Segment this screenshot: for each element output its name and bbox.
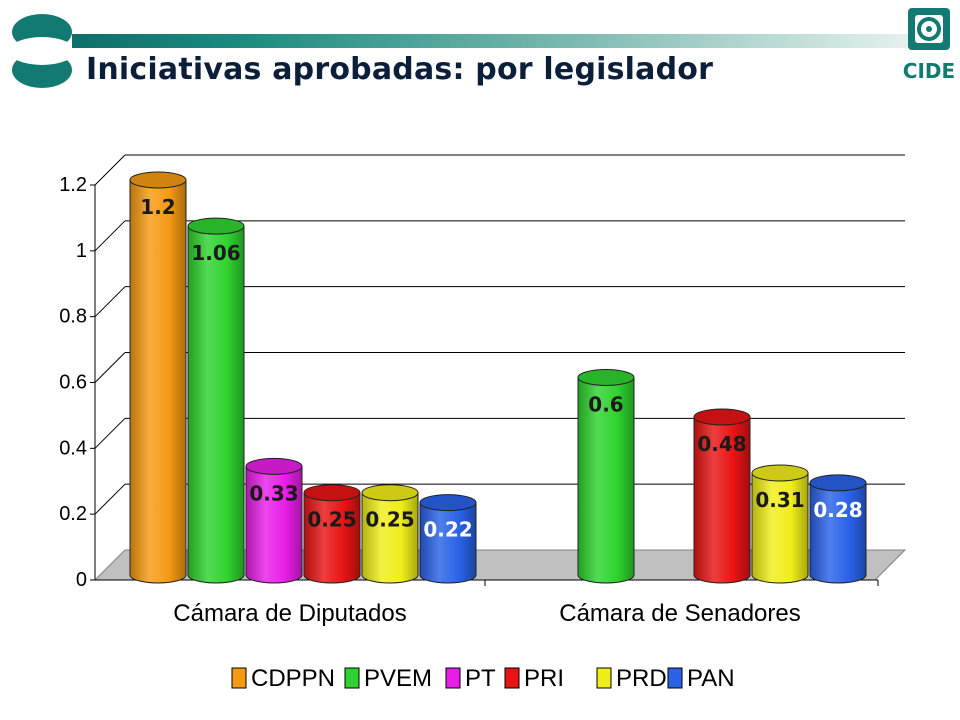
y-tick-label: 0.4 (59, 437, 87, 459)
gridline-depth (94, 154, 126, 186)
bar (303, 492, 361, 584)
cide-logo: CIDE (900, 6, 958, 86)
legend-label: PRI (524, 665, 564, 692)
bar-top (303, 484, 361, 502)
legend-swatch (596, 667, 612, 689)
cide-logo-text: CIDE (903, 59, 955, 83)
bar (809, 482, 867, 584)
page-title: Iniciativas aprobadas: por legislador (86, 52, 714, 87)
gridline-depth (94, 286, 126, 318)
bar-data-label: 1.06 (191, 241, 240, 265)
legend-swatch (344, 667, 360, 689)
x-category-label: Cámara de Senadores (559, 600, 800, 627)
bar-data-label: 0.28 (813, 498, 862, 522)
y-tick-label: 1.2 (59, 174, 87, 196)
bar (577, 377, 635, 584)
bar-top (419, 494, 477, 512)
cide-left-logo (8, 6, 78, 92)
bar-data-label: 1.2 (140, 195, 175, 219)
header-gradient-bar (72, 34, 910, 48)
bar-data-label: 0.31 (755, 488, 804, 512)
bar-top (751, 464, 809, 482)
legend-swatch (667, 667, 683, 689)
bar (751, 472, 809, 584)
bar-data-label: 0.25 (365, 508, 414, 532)
bar-data-label: 0.25 (307, 508, 356, 532)
bar-top (809, 474, 867, 492)
bar (187, 225, 245, 584)
bar (693, 416, 751, 584)
bar-top (187, 217, 245, 235)
bar-data-label: 0.33 (249, 481, 298, 505)
bar-top (129, 171, 187, 189)
legend-label: PT (465, 665, 496, 692)
gridline-depth (94, 483, 126, 515)
bar-data-label: 0.48 (697, 432, 746, 456)
legend-label: PRD (616, 665, 667, 692)
gridline-depth (94, 220, 126, 252)
y-tick-label: 0 (76, 569, 87, 591)
y-tick-label: 0.6 (59, 372, 87, 394)
bar (129, 179, 187, 584)
y-tick-label: 1 (76, 240, 87, 262)
legend-swatch (504, 667, 520, 689)
bar-data-label: 0.6 (588, 393, 623, 417)
gridline-depth (94, 417, 126, 449)
gridline-depth (94, 352, 126, 383)
legend-label: CDPPN (251, 665, 335, 692)
bar (245, 465, 303, 584)
bar-top (693, 408, 751, 426)
legend-label: PVEM (364, 665, 432, 692)
legend-label: PAN (687, 665, 735, 692)
legend-swatch (445, 667, 461, 689)
bar-top (577, 369, 635, 386)
legend-swatch (231, 667, 247, 689)
bar-top (361, 484, 419, 502)
bar-top (245, 457, 303, 475)
y-tick-label: 0.8 (59, 306, 87, 328)
x-category-label: Cámara de Diputados (173, 600, 406, 627)
bar (419, 502, 477, 584)
bar-data-label: 0.22 (423, 518, 472, 542)
bar (361, 492, 419, 584)
y-tick-label: 0.2 (59, 503, 87, 525)
